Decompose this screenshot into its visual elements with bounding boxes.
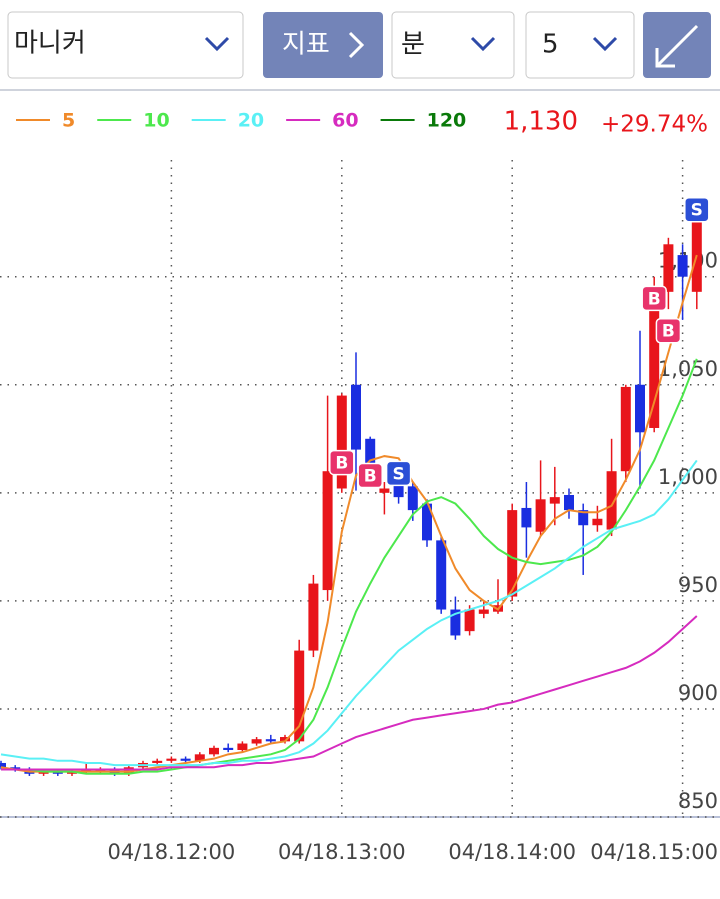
chevron (592, 36, 618, 52)
legend: 5 10 20 60 120 (16, 110, 466, 132)
candle-body (194, 754, 205, 761)
candle-body (67, 771, 77, 774)
signal-badge (357, 462, 383, 489)
signal-label: B (335, 454, 348, 474)
signal-badge (385, 460, 412, 487)
expand-icon (655, 24, 699, 68)
unit-dropdown[interactable] (391, 11, 515, 79)
y-tick-label: 1,050 (658, 357, 718, 381)
ma-line (0, 254, 698, 773)
candle-body (10, 767, 21, 770)
signal-badge (329, 449, 355, 476)
price-change: +29.74% (601, 112, 708, 138)
signal-badge (684, 196, 710, 223)
candle-body (592, 518, 603, 526)
candle-body (507, 510, 518, 597)
candle-body (251, 739, 262, 744)
candle-body (564, 494, 574, 511)
y-tick-label: 900 (678, 681, 718, 705)
candle-body (422, 503, 432, 541)
candle-body (223, 747, 234, 751)
signal-badge (655, 317, 682, 344)
signal-label: B (364, 467, 377, 487)
signal-badge (641, 285, 667, 312)
candle-body (308, 583, 319, 651)
candle-body (365, 438, 376, 476)
signal-label: S (691, 201, 703, 221)
interval-label: 5 (542, 30, 559, 60)
candle-body (393, 482, 404, 498)
candle-body (0, 762, 6, 768)
candle-body (322, 471, 333, 591)
candle-body (464, 609, 475, 632)
legend-label: 10 (143, 110, 169, 132)
candle-body (280, 737, 290, 742)
candle-body (677, 255, 688, 277)
stock-name: 마니커 (14, 29, 86, 59)
x-tick-label: 04/18.13:00 (278, 840, 406, 864)
y-tick-label: 950 (678, 573, 718, 597)
ma-line (0, 459, 698, 767)
candle-body (635, 384, 645, 433)
signal-label: S (392, 464, 404, 484)
toolbar: 마니커 지표 분 5 (7, 11, 711, 79)
candle-body (336, 395, 347, 489)
candle-body (294, 650, 305, 742)
indicator-button[interactable] (263, 12, 383, 78)
candle-body (379, 488, 390, 493)
candle-body (407, 486, 418, 511)
x-tick-label: 04/18.12:00 (108, 840, 236, 864)
candle-body (663, 244, 674, 292)
legend-label: 20 (238, 110, 264, 132)
legend-label: 120 (427, 110, 467, 132)
legend-label: 60 (332, 110, 358, 132)
candle-body (450, 609, 461, 636)
signal-label: B (662, 322, 675, 342)
stock-dropdown[interactable] (7, 11, 244, 79)
signal-label: B (648, 289, 661, 309)
unit-label: 분 (401, 30, 425, 60)
candle-body (95, 769, 106, 772)
candle-body (166, 758, 177, 761)
y-tick-label: 850 (678, 789, 718, 813)
candle-body (52, 771, 63, 774)
x-tick-label: 04/18.15:00 (590, 840, 718, 864)
candle-body (180, 758, 191, 761)
candle-body (237, 743, 248, 751)
x-tick-label: 04/18.14:00 (448, 840, 576, 864)
candle-body (521, 507, 532, 528)
interval-dropdown[interactable] (525, 11, 635, 79)
candle-body (578, 510, 589, 526)
candle-body (38, 771, 49, 774)
ma-line (1, 615, 698, 771)
candle-body (351, 384, 361, 450)
legend-label: 5 (62, 110, 75, 132)
candle-body (691, 211, 702, 292)
candle-body (152, 760, 163, 763)
candle-body (436, 540, 447, 610)
candle-body (549, 497, 560, 504)
candle-body (535, 499, 546, 532)
y-tick-label: 1,000 (658, 465, 718, 489)
chevron (348, 31, 365, 59)
candle-body (478, 609, 489, 614)
chevron (470, 36, 496, 52)
current-price: 1,130 (504, 107, 578, 137)
candle-body (123, 767, 134, 774)
candle-body (81, 769, 92, 772)
candle-body (649, 291, 660, 428)
candle-body (265, 739, 276, 742)
candle-body (606, 471, 617, 530)
candle-body (620, 386, 631, 472)
indicator-label: 지표 (282, 30, 330, 60)
candle-body (209, 747, 219, 755)
ma-line (1, 358, 698, 775)
chevron (204, 36, 230, 52)
